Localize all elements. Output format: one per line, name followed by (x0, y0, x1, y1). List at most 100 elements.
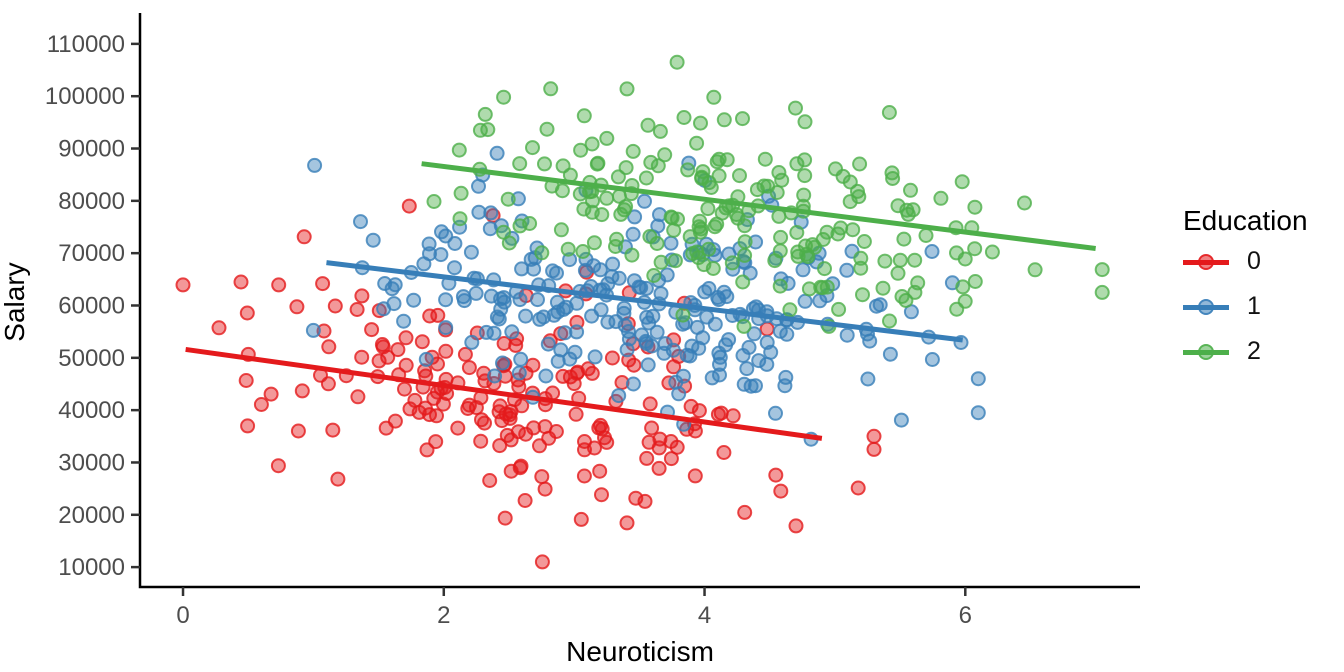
data-point-education-1 (795, 262, 811, 278)
data-point-education-1 (438, 320, 454, 336)
data-point-education-2 (707, 219, 723, 235)
data-point-education-1 (538, 368, 554, 384)
legend-label: 0 (1247, 247, 1261, 275)
data-point-education-0 (683, 398, 699, 414)
data-point-education-1 (489, 145, 505, 161)
data-point-education-0 (534, 554, 550, 570)
data-point-education-2 (772, 278, 788, 294)
legend-label: 2 (1247, 337, 1261, 365)
data-point-education-1 (377, 276, 393, 291)
data-point-education-0 (773, 483, 789, 499)
data-point-education-0 (238, 373, 254, 388)
data-point-education-1 (530, 292, 545, 308)
data-point-education-2 (650, 158, 666, 174)
data-point-education-0 (263, 386, 279, 402)
data-point-education-2 (613, 206, 629, 222)
data-point-education-2 (899, 202, 915, 218)
data-point-education-1 (893, 412, 909, 428)
data-point-education-2 (537, 156, 552, 172)
data-point-education-2 (877, 253, 893, 269)
legend-entry-education-2: 2 (1183, 329, 1344, 374)
data-point-education-1 (384, 281, 400, 297)
data-point-education-0 (426, 390, 442, 406)
data-point-education-2 (539, 121, 555, 137)
data-point-education-1 (627, 209, 643, 225)
data-point-education-0 (691, 403, 707, 419)
data-point-education-0 (354, 349, 370, 365)
y-tick-label: 20000 (58, 502, 125, 529)
data-point-education-2 (675, 307, 691, 323)
data-point-education-1 (526, 261, 542, 277)
data-point-education-2 (856, 234, 872, 249)
data-point-education-0 (573, 511, 589, 527)
data-point-education-0 (271, 277, 287, 293)
data-point-education-0 (532, 438, 547, 454)
data-point-education-2 (737, 218, 753, 234)
data-point-education-2 (709, 154, 725, 170)
legend-label: 1 (1247, 292, 1261, 320)
data-point-education-2 (789, 156, 805, 172)
data-point-education-2 (575, 244, 591, 259)
data-point-education-0 (438, 343, 454, 359)
data-point-education-2 (680, 162, 696, 178)
data-point-education-2 (797, 114, 813, 130)
data-point-education-0 (651, 460, 667, 476)
data-point-education-1 (307, 157, 323, 173)
data-point-education-1 (433, 247, 449, 263)
data-point-education-0 (211, 320, 227, 336)
x-axis-title: Neuroticism (566, 636, 714, 667)
data-point-education-2 (501, 235, 517, 251)
legend-key-green-line-point-icon (1183, 343, 1229, 361)
data-point-education-0 (457, 346, 473, 362)
data-point-education-2 (610, 169, 626, 185)
data-point-education-1 (638, 333, 654, 349)
data-point-education-2 (649, 236, 665, 251)
data-point-education-1 (619, 342, 635, 358)
y-tick-label: 100000 (45, 83, 125, 110)
data-point-education-1 (386, 296, 402, 312)
regression-line-education-0 (185, 346, 823, 441)
data-point-education-2 (1094, 262, 1110, 278)
data-point-education-1 (701, 281, 717, 296)
data-point-education-2 (1094, 284, 1110, 300)
data-point-education-2 (830, 226, 846, 242)
data-point-education-2 (522, 216, 538, 231)
data-point-education-1 (587, 349, 603, 365)
data-point-education-2 (855, 287, 870, 303)
data-point-education-0 (240, 418, 256, 434)
data-point-education-0 (788, 518, 804, 534)
data-point-education-0 (580, 361, 596, 377)
data-point-education-1 (577, 262, 593, 278)
data-point-education-2 (984, 244, 1000, 260)
data-point-education-2 (954, 174, 970, 190)
data-point-education-0 (652, 431, 668, 447)
data-point-education-1 (556, 302, 571, 317)
data-point-education-2 (757, 151, 773, 167)
data-point-education-2 (772, 243, 788, 259)
y-tick-label: 30000 (58, 449, 125, 476)
data-point-education-0 (514, 398, 530, 414)
data-point-education-1 (406, 292, 422, 308)
data-point-education-0 (375, 339, 391, 355)
data-point-education-2 (896, 231, 912, 247)
data-point-education-0 (604, 350, 620, 366)
data-point-education-0 (450, 420, 466, 436)
data-point-education-1 (671, 386, 687, 402)
y-tick-label: 40000 (58, 397, 125, 424)
data-point-education-2 (771, 165, 787, 180)
data-point-education-2 (894, 289, 910, 304)
x-tick-label: 4 (698, 602, 711, 629)
data-point-education-0 (628, 490, 644, 506)
data-point-education-2 (554, 183, 570, 199)
data-point-education-0 (534, 469, 550, 485)
data-point-education-2 (543, 81, 559, 97)
data-point-education-2 (716, 112, 732, 128)
data-point-education-2 (525, 140, 540, 156)
data-point-education-2 (609, 231, 625, 247)
data-point-education-2 (638, 170, 654, 186)
data-point-education-1 (600, 314, 616, 330)
data-point-education-2 (585, 193, 600, 209)
data-point-education-0 (511, 379, 527, 395)
data-point-education-1 (763, 344, 779, 360)
